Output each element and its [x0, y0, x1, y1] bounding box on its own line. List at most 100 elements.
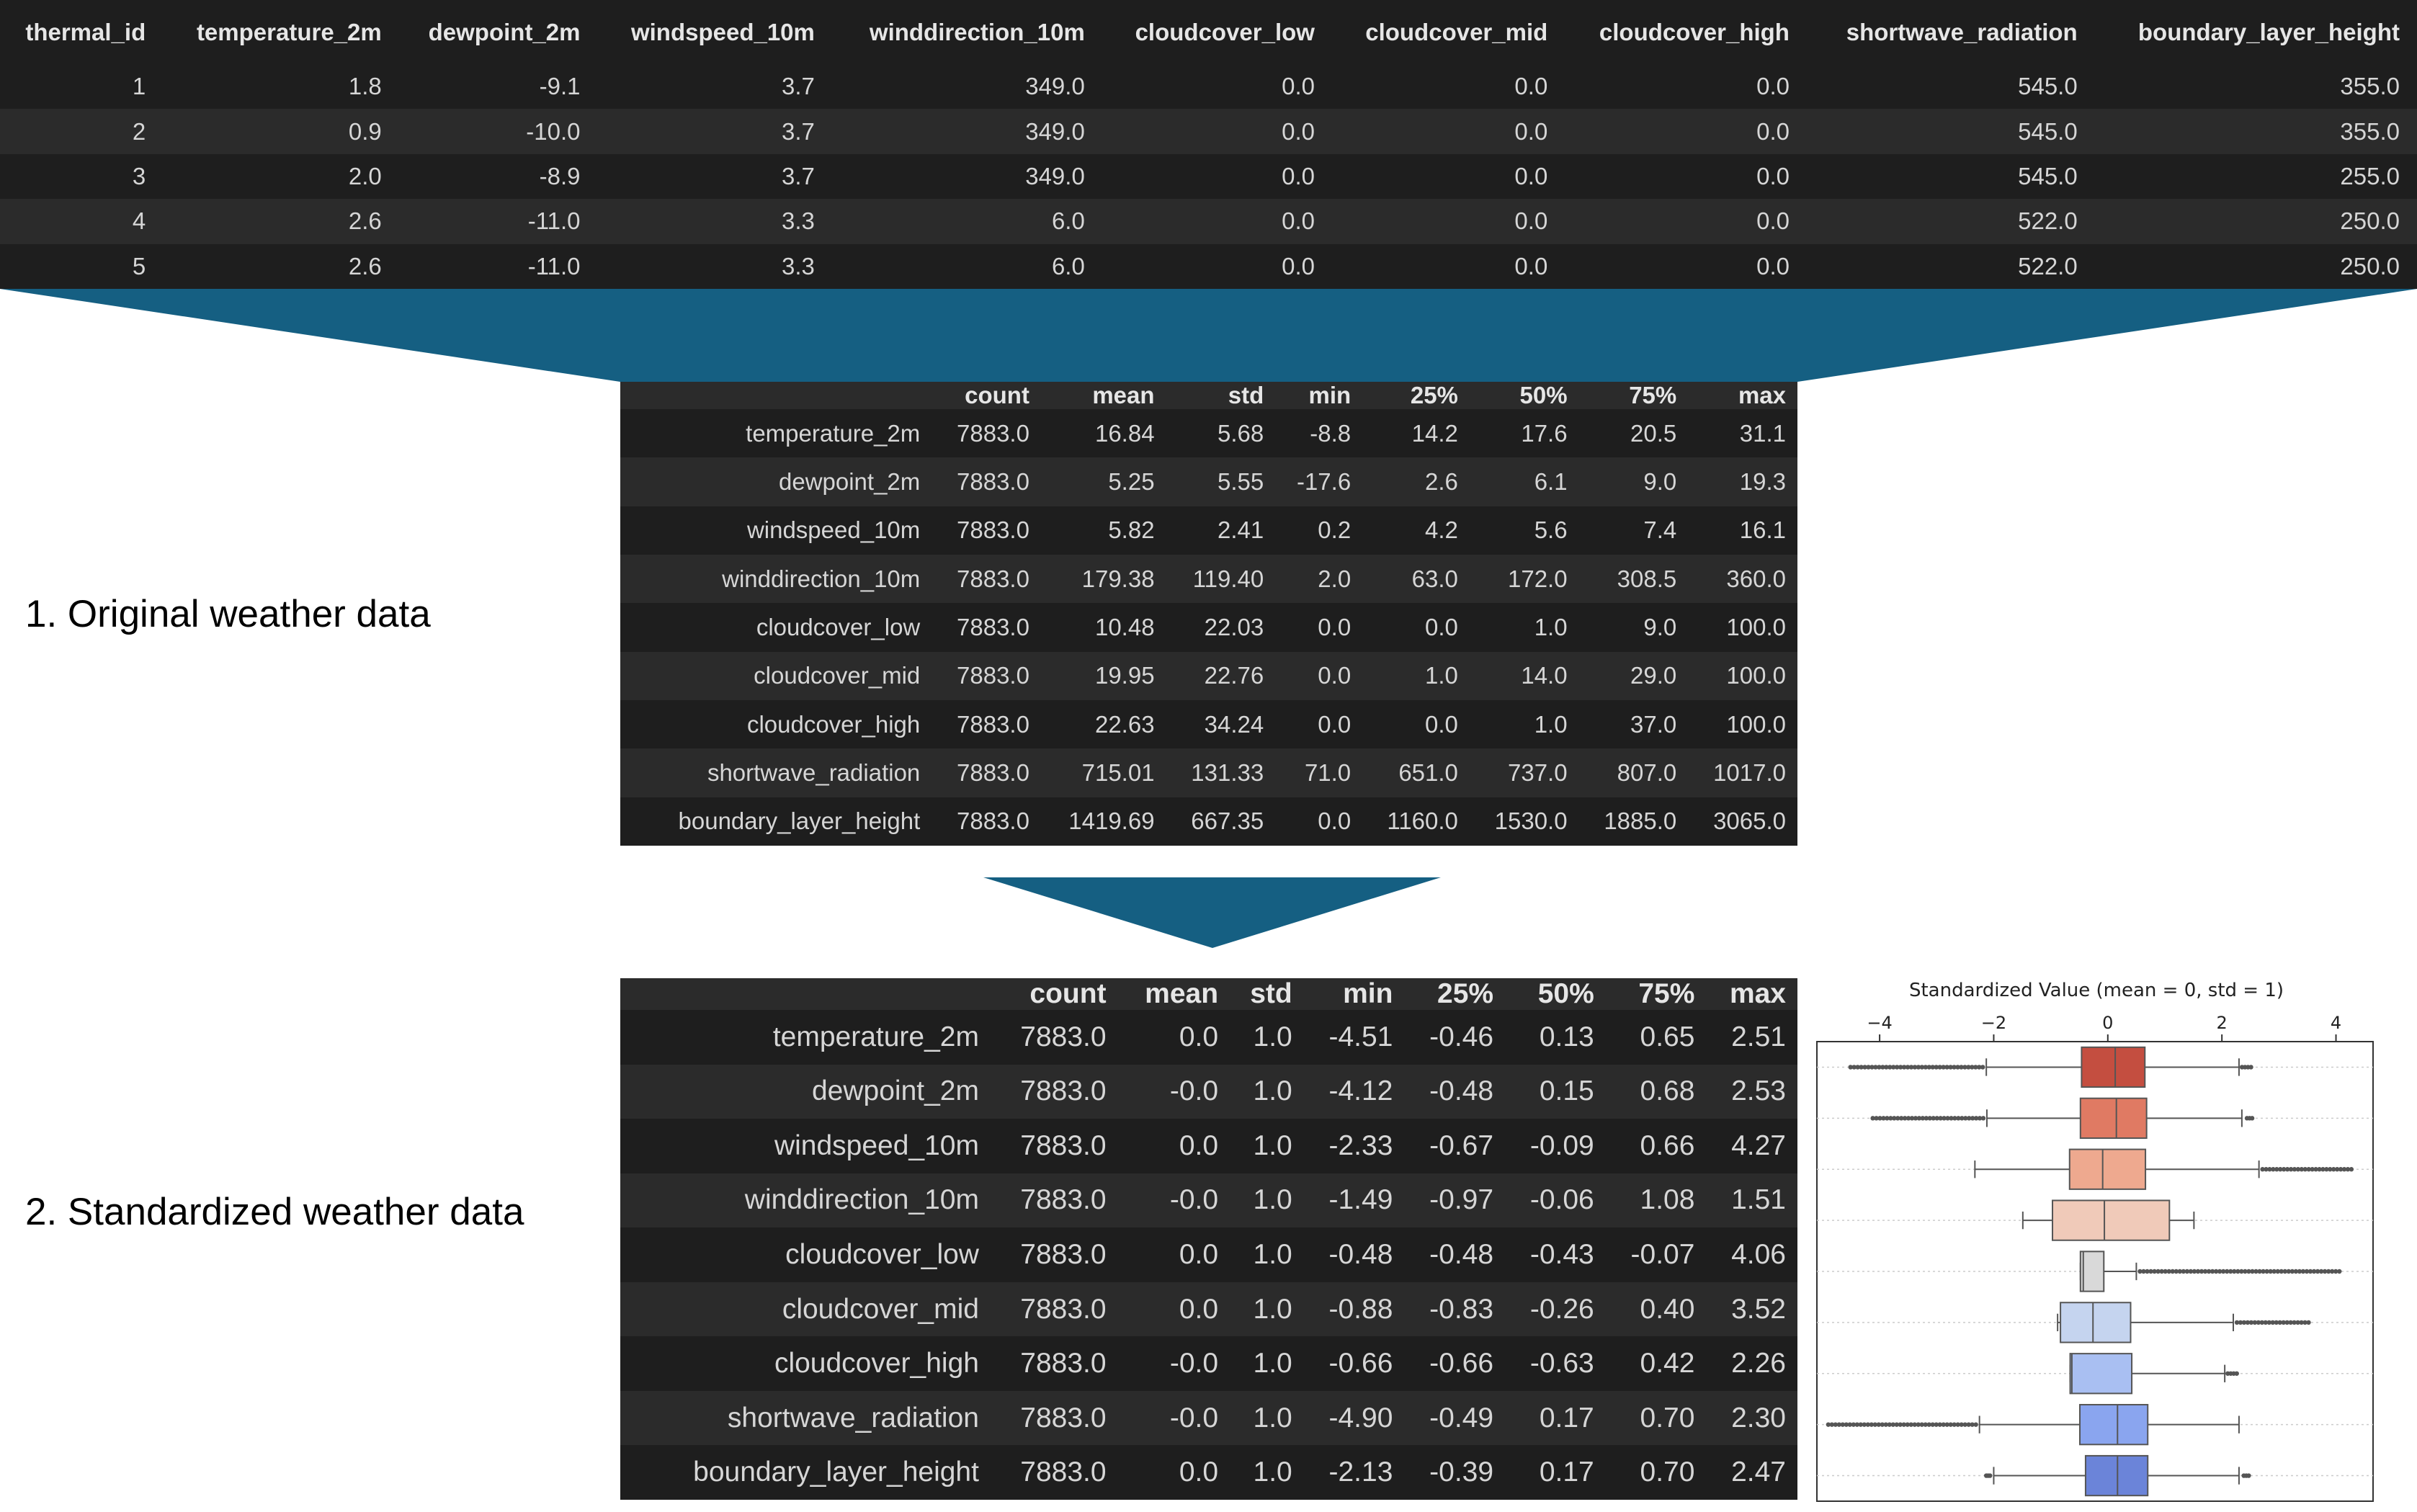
outlier-point	[2253, 1269, 2259, 1274]
table-cell: 7883.0	[957, 565, 1029, 592]
table-cell: 1.0	[1253, 1021, 1292, 1052]
table-cell: 522.0	[2018, 207, 2078, 235]
outlier-point	[2310, 1167, 2315, 1172]
table-cell: 0.0	[1318, 808, 1352, 835]
table-cell: 16.1	[1739, 516, 1786, 544]
outlier-point	[2267, 1167, 2272, 1172]
row-label: boundary_layer_height	[678, 808, 921, 835]
column-header: 75%	[1629, 382, 1677, 408]
table-cell: 22.03	[1204, 613, 1264, 640]
boxplot-boxes	[1826, 1046, 2354, 1497]
row-label: cloudcover_high	[774, 1348, 979, 1379]
outlier-point	[2184, 1269, 2190, 1274]
outlier-point	[2286, 1269, 2292, 1274]
outlier-point	[2234, 1320, 2240, 1325]
table-cell: 1	[132, 73, 146, 100]
outlier-point	[1973, 1065, 1978, 1070]
table-cell: 100.0	[1726, 710, 1786, 738]
x-tick-label: −2	[1981, 1013, 2006, 1033]
outlier-point	[2306, 1320, 2311, 1325]
table-cell: 1.0	[1253, 1184, 1292, 1216]
outlier-point	[1908, 1422, 1913, 1427]
outlier-point	[1934, 1116, 1939, 1121]
outlier-point	[1924, 1116, 1929, 1121]
table-cell: 737.0	[1507, 759, 1568, 786]
outlier-point	[2297, 1269, 2302, 1274]
table-cell: 0.17	[1539, 1402, 1594, 1433]
table-cell: 1419.69	[1068, 808, 1155, 835]
table-cell: 349.0	[1025, 117, 1085, 145]
outlier-point	[2274, 1320, 2279, 1325]
table-cell: -10.0	[526, 117, 581, 145]
table-cell: 0.68	[1640, 1075, 1695, 1107]
table-row: boundary_layer_height 7883.0 1419.69 667.35…	[620, 797, 1797, 846]
table-row: dewpoint_2m 7883.0 -0.0 1.0 -4.12 -0.48 0.15 0.…	[620, 1064, 1797, 1119]
outlier-point	[2246, 1473, 2251, 1478]
table-cell: 20.5	[1630, 419, 1677, 447]
outlier-point	[1898, 1422, 1903, 1427]
outlier-point	[2279, 1269, 2284, 1274]
outlier-point	[1901, 1065, 1907, 1070]
outlier-point	[1962, 1065, 1967, 1070]
outlier-point	[2210, 1269, 2215, 1274]
outlier-point	[2213, 1269, 2219, 1274]
table-cell: 1.0	[1253, 1129, 1292, 1161]
table-cell: 0.0	[1514, 162, 1548, 189]
table-row: windspeed_10m 7883.0 0.0 1.0 -2.33 -0.67 -0.09…	[620, 1119, 1797, 1173]
table-row: temperature_2m 7883.0 16.84 5.68 -8.8 14.2 17.…	[620, 409, 1797, 458]
outlier-point	[2263, 1320, 2269, 1325]
table-cell: 0.2	[1318, 516, 1352, 544]
outlier-point	[2266, 1320, 2271, 1325]
table-cell: 1.0	[1253, 1238, 1292, 1270]
table-cell: 250.0	[2340, 252, 2400, 279]
outlier-point	[1963, 1116, 1968, 1121]
table-cell: 0.0	[1756, 162, 1790, 189]
outlier-point	[1872, 1422, 1877, 1427]
outlier-point	[1869, 1065, 1875, 1070]
outlier-point	[1912, 1422, 1917, 1427]
column-header: thermal_id	[25, 18, 146, 45]
table-cell: -0.63	[1529, 1348, 1594, 1379]
row-label: shortwave_radiation	[707, 759, 921, 786]
table-cell: -0.48	[1328, 1238, 1393, 1270]
table-cell: 1.08	[1640, 1184, 1695, 1216]
outlier-point	[1916, 1116, 1922, 1121]
outlier-point	[1923, 1422, 1928, 1427]
x-tick-label: 2	[2217, 1013, 2228, 1033]
outlier-point	[1970, 1116, 1975, 1121]
table-cell: 5	[132, 252, 146, 279]
outlier-point	[1960, 1116, 1965, 1121]
outlier-point	[2260, 1167, 2265, 1172]
table-cell: -17.6	[1296, 468, 1352, 495]
table-cell: 0.0	[1425, 710, 1458, 738]
outlier-point	[1840, 1422, 1846, 1427]
table-cell: -0.83	[1429, 1293, 1494, 1325]
outlier-point	[1952, 1065, 1957, 1070]
outlier-point	[2338, 1167, 2344, 1172]
standardized-describe-header-row: count mean std min 25% 50% 75% max	[620, 978, 1797, 1010]
outlier-point	[2241, 1320, 2247, 1325]
box-series	[1826, 1404, 2240, 1446]
outlier-point	[1973, 1422, 1978, 1427]
column-header: mean	[1145, 978, 1219, 1009]
outlier-point	[1916, 1422, 1921, 1427]
down-arrow-shape	[983, 877, 1441, 948]
outlier-point	[1937, 1065, 1942, 1070]
outlier-point	[2239, 1269, 2244, 1274]
outlier-point	[2282, 1269, 2287, 1274]
table-cell: 19.95	[1094, 662, 1155, 689]
table-cell: -2.33	[1328, 1129, 1393, 1161]
table-cell: 3.3	[782, 252, 815, 279]
x-tick-label: 4	[2331, 1013, 2341, 1033]
x-tick-label: 0	[2102, 1013, 2113, 1033]
table-cell: -0.48	[1429, 1238, 1494, 1270]
table-cell: 0.0	[1318, 710, 1352, 738]
outlier-point	[1955, 1422, 1960, 1427]
table-cell: 545.0	[2018, 73, 2078, 100]
outlier-point	[1884, 1065, 1889, 1070]
outlier-point	[2284, 1320, 2289, 1325]
table-cell: -0.97	[1429, 1184, 1494, 1216]
table-cell: 1530.0	[1494, 808, 1568, 835]
outlier-point	[2289, 1269, 2295, 1274]
table-cell: 16.84	[1094, 419, 1155, 447]
